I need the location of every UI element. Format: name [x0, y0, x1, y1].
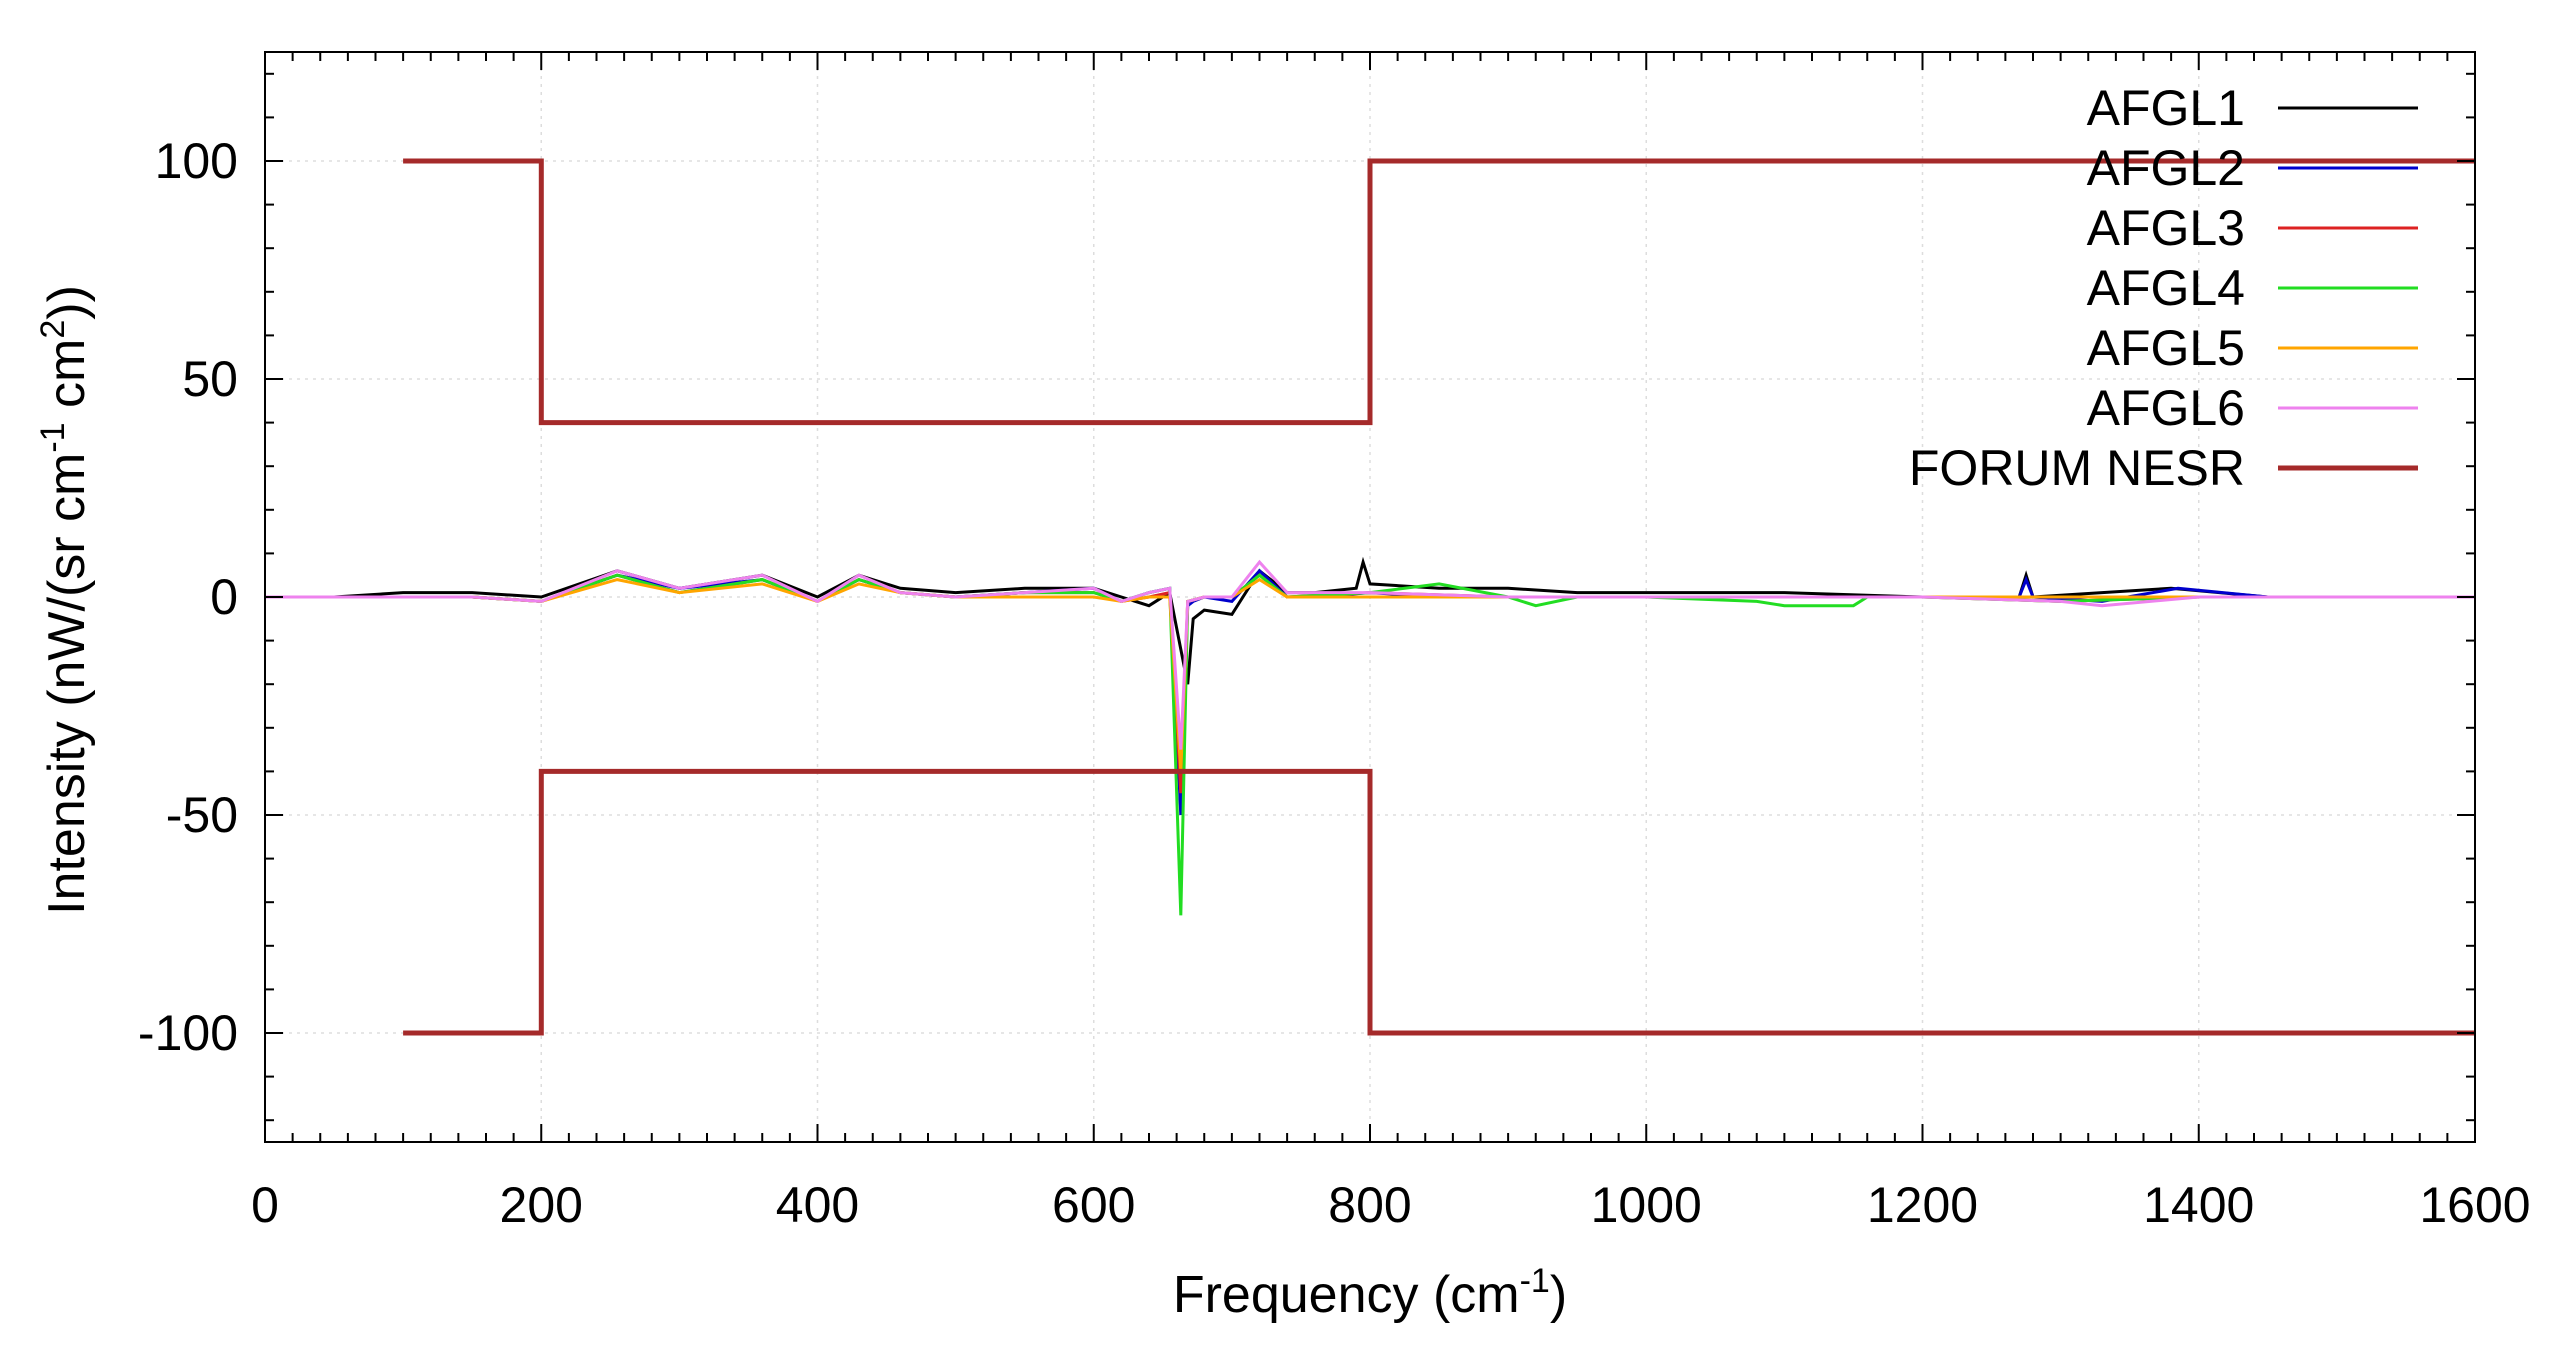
x-tick-label: 600	[1052, 1177, 1135, 1233]
x-tick-label: 1400	[2143, 1177, 2254, 1233]
y-axis-title: Intensity (nW/(sr cm-1 cm2))	[34, 285, 96, 915]
x-tick-label: 0	[251, 1177, 279, 1233]
y-tick-label: -100	[138, 1005, 238, 1061]
x-tick-label: 1200	[1867, 1177, 1978, 1233]
x-tick-label: 400	[776, 1177, 859, 1233]
y-tick-label: 50	[182, 351, 238, 407]
legend-label-afgl1: AFGL1	[2087, 80, 2245, 136]
series-lines	[265, 158, 2475, 1036]
forum-nesr-lower-line	[403, 768, 2475, 1036]
forum-nesr-line	[403, 158, 2475, 426]
x-tick-label: 800	[1328, 1177, 1411, 1233]
x-tick-labels: 0 200 400 600 800 1000 1200 1400 1600	[251, 1177, 2531, 1233]
legend-label-forum-nesr: FORUM NESR	[1909, 440, 2245, 496]
afgl6-line	[265, 559, 2475, 750]
y-tick-label: -50	[166, 787, 238, 843]
legend-label-afgl2: AFGL2	[2087, 140, 2245, 196]
x-tick-label: 1600	[2419, 1177, 2530, 1233]
legend-label-afgl4: AFGL4	[2087, 260, 2245, 316]
x-tick-label: 1000	[1591, 1177, 1702, 1233]
legend-label-afgl3: AFGL3	[2087, 200, 2245, 256]
tick-marks	[264, 52, 2476, 1142]
x-tick-label: 200	[500, 1177, 583, 1233]
y-tick-label: 100	[155, 133, 238, 189]
x-axis-title: Frequency (cm-1)	[1173, 1262, 1567, 1324]
legend-label-afgl6: AFGL6	[2087, 380, 2245, 436]
y-tick-label: 0	[210, 569, 238, 625]
legend-label-afgl5: AFGL5	[2087, 320, 2245, 376]
y-tick-labels: -100 -50 0 50 100	[138, 133, 238, 1061]
